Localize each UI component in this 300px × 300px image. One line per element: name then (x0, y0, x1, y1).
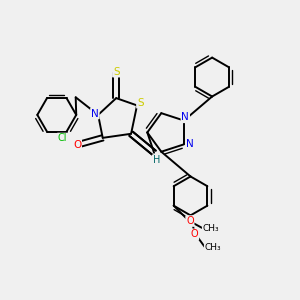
Text: H: H (152, 155, 160, 165)
Text: O: O (191, 229, 198, 239)
Text: O: O (73, 140, 81, 150)
Text: S: S (137, 98, 144, 108)
Text: Cl: Cl (58, 134, 67, 143)
Text: CH₃: CH₃ (205, 243, 221, 252)
Text: N: N (91, 109, 99, 118)
Text: S: S (113, 67, 119, 76)
Text: N: N (182, 112, 189, 122)
Text: O: O (186, 216, 194, 226)
Text: CH₃: CH₃ (203, 224, 219, 233)
Text: N: N (186, 139, 194, 149)
